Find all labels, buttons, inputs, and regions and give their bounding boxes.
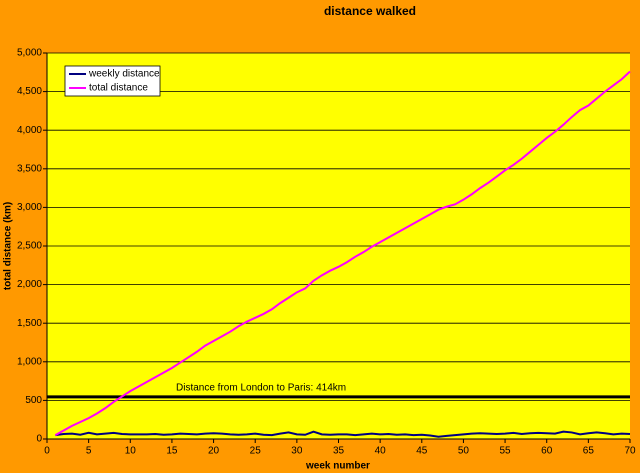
y-tick-label: 0 [36, 434, 42, 445]
data-line [55, 430, 631, 438]
x-tick-label: 35 [333, 446, 345, 457]
y-tick-label: 2,000 [17, 279, 42, 290]
y-tick-label: 1,500 [17, 318, 42, 329]
x-tick-label: 70 [624, 446, 636, 457]
legend-box [64, 65, 161, 97]
y-tick-label: 2,500 [17, 241, 42, 252]
data-line [54, 70, 631, 437]
x-tick-label: 30 [291, 446, 303, 457]
x-tick-label: 55 [500, 446, 512, 457]
y-axis-label: total distance (km) [3, 202, 14, 290]
x-tick-label: 65 [583, 446, 595, 457]
x-tick-label: 45 [416, 446, 428, 457]
reference-label: Distance from London to Paris: 414km [176, 383, 346, 394]
legend-label: weekly distance [88, 69, 160, 80]
y-tick-label: 500 [25, 395, 42, 406]
x-axis-label: week number [305, 461, 370, 472]
x-tick-label: 60 [541, 446, 553, 457]
y-tick-label: 3,500 [17, 163, 42, 174]
x-tick-label: 20 [208, 446, 220, 457]
legend-label: total distance [89, 83, 148, 94]
y-tick-label: 3,000 [17, 202, 42, 213]
y-tick-label: 5,000 [17, 48, 42, 59]
x-tick-label: 5 [86, 446, 92, 457]
x-tick-label: 50 [458, 446, 470, 457]
chart-title: distance walked [324, 4, 416, 18]
y-tick-label: 4,500 [17, 86, 42, 97]
x-tick-label: 15 [166, 446, 178, 457]
x-tick-label: 0 [44, 446, 50, 457]
x-tick-label: 10 [125, 446, 137, 457]
x-tick-label: 25 [250, 446, 262, 457]
y-tick-label: 1,000 [17, 356, 42, 367]
x-tick-label: 40 [375, 446, 387, 457]
y-tick-label: 4,000 [17, 125, 42, 136]
